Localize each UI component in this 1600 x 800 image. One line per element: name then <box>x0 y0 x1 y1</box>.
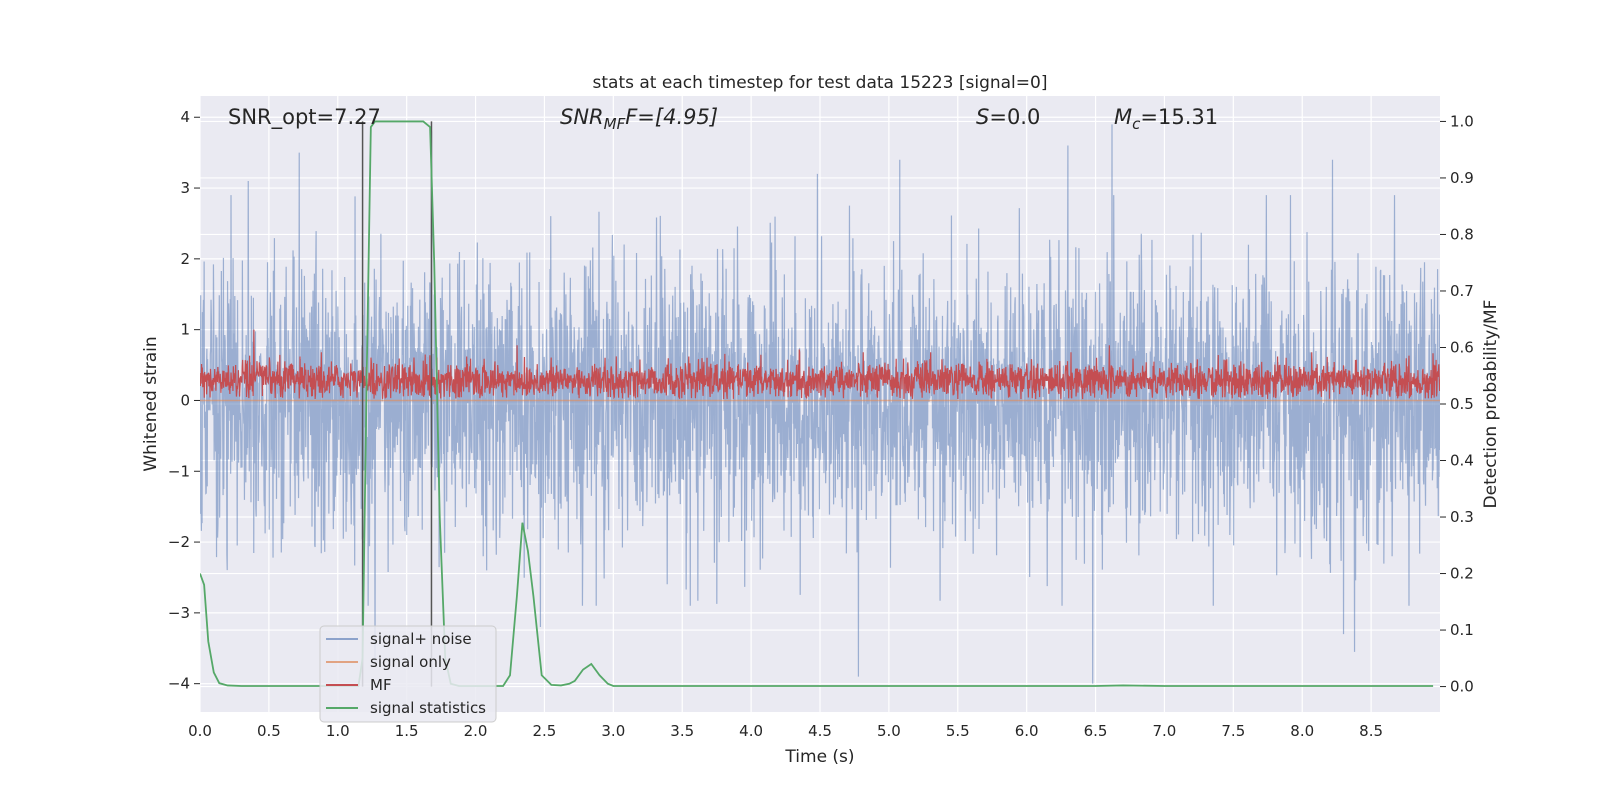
annotation-s: S=0.0 <box>976 105 1040 129</box>
y-tick-label: −2 <box>168 533 190 551</box>
y2-tick-label: 0.9 <box>1450 169 1474 187</box>
annotation-snr-mf: SNRMFF=[4.95] <box>560 105 718 133</box>
y2-tick-labels: 1.0 0.9 0.8 0.7 0.6 0.5 0.4 0.3 0.2 0.1 0.0 <box>1440 112 1474 696</box>
y-tick-label: 0 <box>180 391 190 409</box>
y2-tick-label: 0.2 <box>1450 565 1474 583</box>
x-axis-label: Time (s) <box>784 747 854 767</box>
y2-tick-label: 0.6 <box>1450 338 1474 356</box>
detection-markers <box>361 121 433 687</box>
annotation-snr-opt: SNR_opt=7.27 <box>228 105 381 130</box>
x-tick-label: 1.0 <box>326 722 350 740</box>
y-tick-label: −1 <box>168 462 190 480</box>
x-tick-label: 8.0 <box>1290 722 1314 740</box>
x-tick-label: 5.0 <box>877 722 901 740</box>
annotation-snr-mf-rest: F=[4.95] <box>625 105 718 129</box>
y2-axis-label: Detection probability/MF <box>1481 300 1501 509</box>
x-tick-label: 4.5 <box>808 722 832 740</box>
y2-tick-label: 0.1 <box>1450 621 1474 639</box>
series-mf <box>200 329 1440 400</box>
y-tick-label: 1 <box>180 321 190 339</box>
x-tick-label: 4.0 <box>739 722 763 740</box>
chart-title: stats at each timestep for test data 152… <box>593 73 1048 93</box>
annotation-mc-rest: =15.31 <box>1140 105 1218 129</box>
y-axis-label: Whitened strain <box>141 336 161 471</box>
y-tick-label: 2 <box>180 250 190 268</box>
y2-tick-label: 0.5 <box>1450 395 1474 413</box>
annotation-mc-sub: c <box>1132 115 1141 133</box>
annotation-s-rest: =0.0 <box>989 105 1040 129</box>
x-tick-labels: 0.0 0.5 1.0 1.5 2.0 2.5 3.0 3.5 4.0 4.5 5.0 5.5 6.0 6… <box>188 722 1383 740</box>
x-tick-label: 7.5 <box>1221 722 1245 740</box>
legend-label-signal-only: signal only <box>370 653 451 671</box>
x-tick-label: 0.5 <box>257 722 281 740</box>
x-tick-label: 3.0 <box>601 722 625 740</box>
y-tick-labels: 4 3 2 1 0 −1 −2 −3 −4 <box>168 108 200 693</box>
annotation-snr-mf-sub: MF <box>604 115 626 133</box>
x-tick-label: 8.5 <box>1359 722 1383 740</box>
y-tick-label: −4 <box>168 675 190 693</box>
y2-tick-label: 0.4 <box>1450 452 1474 470</box>
y2-tick-label: 0.3 <box>1450 508 1474 526</box>
annotation-snr-mf-main: SNR <box>560 105 604 129</box>
y2-tick-label: 0.7 <box>1450 282 1474 300</box>
annotation-mc-main: M <box>1114 105 1132 129</box>
y2-tick-label: 0.0 <box>1450 678 1474 696</box>
x-tick-label: 0.0 <box>188 722 212 740</box>
y-tick-label: 3 <box>180 179 190 197</box>
annotation-mc: Mc=15.31 <box>1114 105 1218 133</box>
x-tick-label: 2.0 <box>464 722 488 740</box>
legend-label-signal-noise: signal+ noise <box>370 630 472 648</box>
y2-tick-label: 1.0 <box>1450 112 1474 130</box>
x-tick-label: 6.5 <box>1084 722 1108 740</box>
y2-tick-label: 0.8 <box>1450 225 1474 243</box>
x-tick-label: 3.5 <box>670 722 694 740</box>
annotation-s-main: S <box>976 105 989 129</box>
legend-box <box>319 625 497 723</box>
legend-label-signal-statistics: signal statistics <box>370 699 486 717</box>
legend: signal+ noise signal only MF signal stat… <box>319 625 497 723</box>
x-tick-label: 5.5 <box>946 722 970 740</box>
legend-label-mf: MF <box>370 676 392 694</box>
y-tick-label: −3 <box>168 604 190 622</box>
y-tick-label: 4 <box>180 108 190 126</box>
x-tick-label: 2.5 <box>533 722 557 740</box>
x-tick-label: 6.0 <box>1015 722 1039 740</box>
x-tick-label: 1.5 <box>395 722 419 740</box>
x-tick-label: 7.0 <box>1153 722 1177 740</box>
